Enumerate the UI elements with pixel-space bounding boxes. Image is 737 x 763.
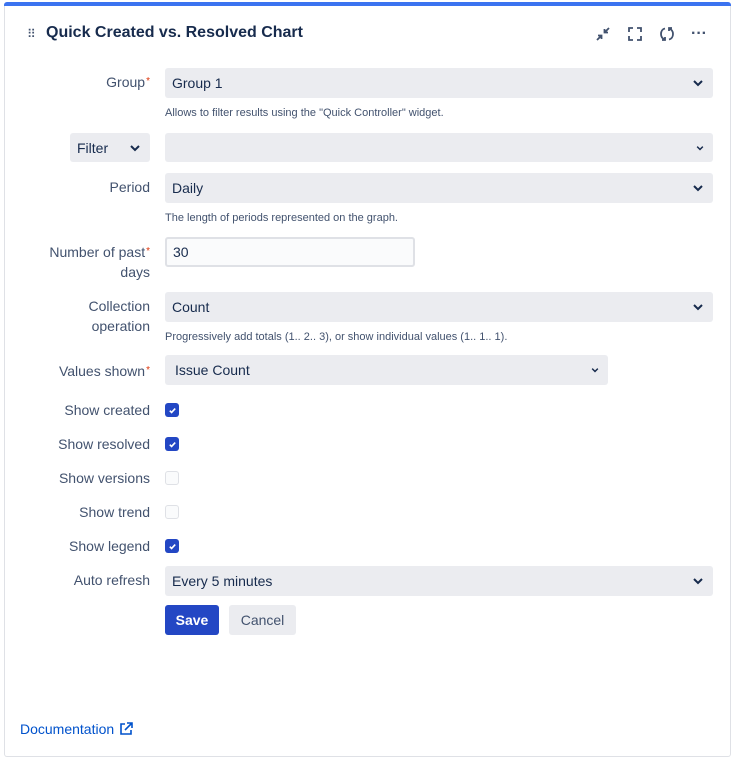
days-label: Number of past* days [49, 244, 150, 280]
accent-bar [4, 2, 731, 6]
checkbox[interactable] [165, 505, 179, 519]
refresh-icon[interactable] [657, 24, 677, 44]
checkbox-label: Show legend [69, 538, 150, 554]
checkmark-icon [168, 407, 176, 414]
checkbox[interactable] [165, 437, 179, 451]
collection-help: Progressively add totals (1.. 2.. 3), or… [165, 331, 508, 343]
checkbox[interactable] [165, 403, 179, 417]
auto-refresh-select[interactable]: Every 5 minutes [165, 566, 713, 596]
period-select[interactable]: Daily [165, 173, 713, 203]
minimize-icon[interactable] [593, 24, 613, 44]
drag-handle-icon[interactable]: ⠿ [27, 27, 36, 41]
cancel-button[interactable]: Cancel [229, 605, 296, 635]
chevron-down-icon [130, 145, 140, 152]
checkbox-label: Show trend [79, 504, 150, 520]
values-shown-label: Values shown* [58, 363, 150, 379]
checkbox-label: Show resolved [58, 436, 150, 452]
chevron-down-icon [591, 368, 599, 373]
checkmark-icon [168, 441, 176, 448]
checkbox-label: Show versions [58, 470, 150, 486]
chevron-down-icon [696, 146, 704, 151]
filter-type-select[interactable]: Filter [70, 133, 150, 162]
collection-select[interactable]: Count [165, 292, 713, 322]
save-button[interactable]: Save [165, 605, 219, 635]
period-help: The length of periods represented on the… [165, 212, 398, 224]
filter-select[interactable] [165, 133, 713, 162]
group-label: Group* [106, 74, 150, 90]
checkbox[interactable] [165, 471, 179, 485]
documentation-link[interactable]: Documentation [20, 721, 133, 737]
group-select[interactable]: Group 1 [165, 68, 713, 98]
chevron-down-icon [693, 80, 703, 87]
days-input[interactable] [165, 237, 415, 267]
checkbox-label: Show created [64, 402, 150, 418]
more-icon[interactable]: ··· [691, 25, 707, 42]
period-label: Period [109, 179, 150, 195]
checkbox[interactable] [165, 539, 179, 553]
chevron-down-icon [693, 185, 703, 192]
chevron-down-icon [693, 304, 703, 311]
values-shown-select[interactable]: Issue Count [165, 355, 608, 385]
chevron-down-icon [693, 578, 703, 585]
auto-refresh-label: Auto refresh [73, 572, 150, 588]
checkmark-icon [168, 543, 176, 550]
group-help: Allows to filter results using the "Quic… [165, 107, 444, 119]
collection-label: Collection operation [88, 298, 150, 334]
fullscreen-icon[interactable] [625, 24, 645, 44]
widget-title: Quick Created vs. Resolved Chart [46, 24, 303, 41]
external-link-icon [120, 722, 133, 735]
